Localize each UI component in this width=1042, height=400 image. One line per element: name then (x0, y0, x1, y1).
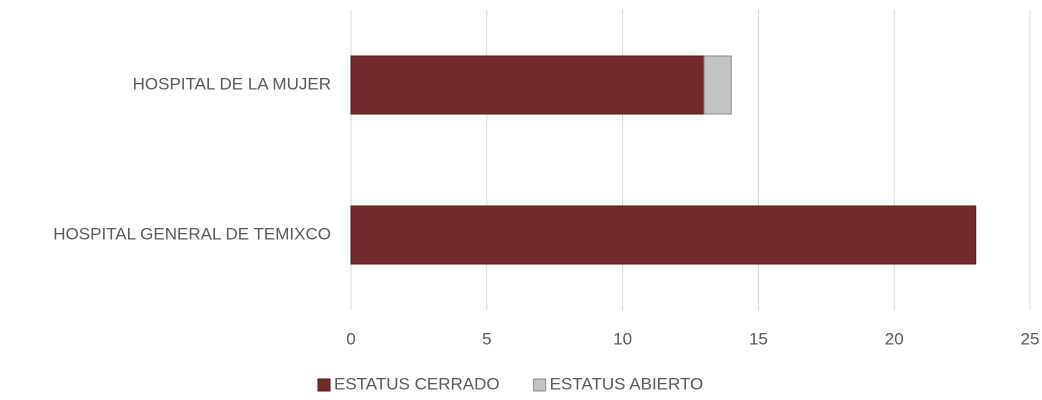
y-tick-label: HOSPITAL GENERAL DE TEMIXCO (53, 224, 331, 243)
x-tick-label: 15 (749, 329, 768, 348)
bar (350, 205, 977, 265)
x-tick-label: 5 (482, 329, 491, 348)
legend-label: ESTATUS ABIERTO (550, 374, 704, 393)
x-tick-label: 25 (1021, 329, 1040, 348)
y-tick-label: HOSPITAL DE LA MUJER (133, 74, 331, 93)
x-tick-label: 20 (885, 329, 904, 348)
x-tick-label: 10 (613, 329, 632, 348)
bar (350, 55, 705, 115)
legend-label: ESTATUS CERRADO (334, 374, 500, 393)
legend-swatch (533, 378, 547, 392)
legend-swatch (317, 378, 331, 392)
x-tick-label: 0 (346, 329, 355, 348)
bar (703, 55, 732, 115)
